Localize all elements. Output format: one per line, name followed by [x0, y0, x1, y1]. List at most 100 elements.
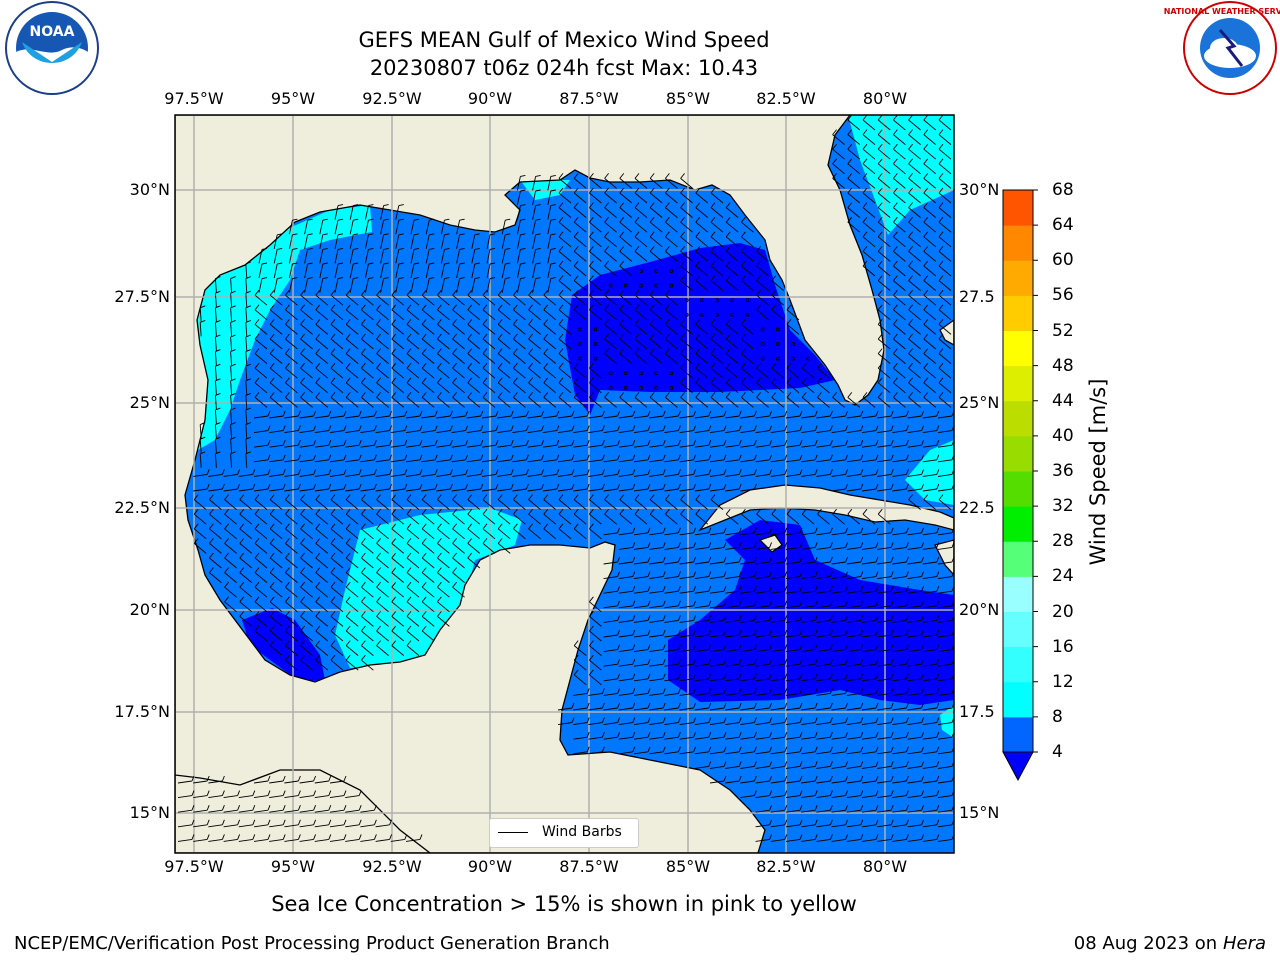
wind-barb — [618, 688, 636, 696]
wind-barb — [755, 600, 773, 609]
wind-barb — [877, 231, 891, 248]
wind-barb — [482, 333, 496, 350]
wind-barb — [892, 425, 909, 434]
wind-barb — [193, 790, 210, 799]
wind-barb — [922, 600, 940, 609]
wind-barb — [801, 392, 815, 408]
wind-barb — [755, 659, 773, 667]
wind-barb — [330, 611, 344, 627]
wind-barb — [664, 615, 681, 623]
wind-barb — [831, 527, 849, 536]
wind-barb — [573, 717, 590, 726]
wind-barb — [436, 425, 453, 434]
wind-barb — [892, 469, 909, 477]
wind-barb — [193, 805, 210, 813]
wind-barb — [245, 422, 251, 439]
wind-barb — [532, 174, 541, 191]
wind-barb — [269, 625, 283, 642]
wind-barb — [513, 392, 526, 408]
wind-barb — [361, 625, 374, 642]
wind-barb — [709, 586, 727, 594]
wind-barb — [771, 377, 785, 394]
wind-barb — [334, 218, 344, 235]
wind-barb — [557, 717, 575, 726]
wind-barb — [907, 732, 925, 740]
wind-barb — [664, 702, 681, 711]
colorbar-under-arrow — [1002, 751, 1034, 782]
wind-barb — [695, 275, 709, 291]
wind-barb — [299, 775, 317, 784]
wind-barb — [421, 596, 435, 613]
wind-barb — [299, 805, 317, 813]
wind-barb — [425, 247, 435, 264]
wind-barb — [892, 410, 909, 419]
wind-barb — [543, 494, 557, 510]
wind-barb — [345, 410, 362, 419]
wind-barb — [230, 407, 236, 425]
wind-barb — [710, 392, 724, 408]
wind-barb — [543, 392, 557, 408]
wind-barb — [892, 834, 909, 842]
wind-barb — [273, 277, 283, 293]
wind-barb — [771, 304, 785, 321]
wind-barb — [755, 425, 773, 434]
wind-barb — [299, 469, 317, 477]
wind-barb — [725, 717, 742, 726]
colorbar-segment — [1003, 471, 1033, 507]
wind-barb — [633, 440, 651, 448]
wind-barb — [589, 611, 602, 627]
wind-barb — [740, 586, 757, 594]
wind-barb — [532, 277, 541, 293]
wind-barb — [452, 304, 465, 321]
wind-barb — [709, 644, 727, 653]
wind-barb — [709, 483, 727, 492]
wind-barb — [679, 469, 697, 477]
colorbar-label: 36 — [1052, 461, 1074, 481]
wind-barb — [861, 571, 879, 580]
colorbar-label: 52 — [1052, 320, 1074, 341]
wind-barb — [285, 523, 298, 540]
wind-barb — [452, 494, 465, 510]
wind-barb — [364, 247, 374, 264]
wind-barb — [710, 202, 724, 218]
wind-barb — [410, 277, 420, 293]
wind-barb — [699, 312, 704, 317]
wind-barb — [893, 304, 906, 321]
wind-barb — [436, 469, 453, 477]
wind-barb — [285, 377, 298, 394]
wind-barb — [725, 761, 742, 769]
wind-barb — [589, 304, 602, 321]
wind-barb — [755, 761, 773, 769]
wind-barb — [440, 218, 450, 235]
wind-barb — [513, 289, 526, 306]
wind-barb — [345, 552, 359, 569]
wind-barb — [315, 289, 329, 306]
wind-barb — [908, 260, 921, 277]
wind-barb — [877, 586, 894, 594]
wind-barb — [740, 440, 757, 448]
wind-barb — [193, 494, 207, 510]
wind-barb — [284, 834, 301, 842]
wind-barb — [801, 454, 818, 463]
wind-barb — [907, 775, 925, 784]
wind-barb — [816, 659, 833, 667]
wind-barb — [649, 527, 666, 536]
wind-barb — [604, 392, 617, 408]
wind-barb — [892, 586, 909, 594]
wind-barb — [299, 819, 317, 828]
wind-barb — [649, 216, 663, 233]
wind-barb — [755, 688, 773, 696]
wind-barb — [710, 216, 724, 233]
wind-barb — [604, 319, 617, 335]
wind-barb — [214, 319, 221, 337]
wind-barb — [452, 523, 465, 540]
wind-barb — [907, 644, 925, 653]
wind-barb — [680, 246, 693, 262]
wind-barb — [801, 746, 818, 755]
wind-barb — [471, 233, 480, 249]
wind-barb — [406, 319, 420, 335]
lat-tick-label: 30°N — [959, 180, 1000, 199]
colorbar-segment — [1003, 611, 1033, 648]
wind-barb — [695, 392, 709, 408]
wind-barb — [892, 644, 909, 653]
